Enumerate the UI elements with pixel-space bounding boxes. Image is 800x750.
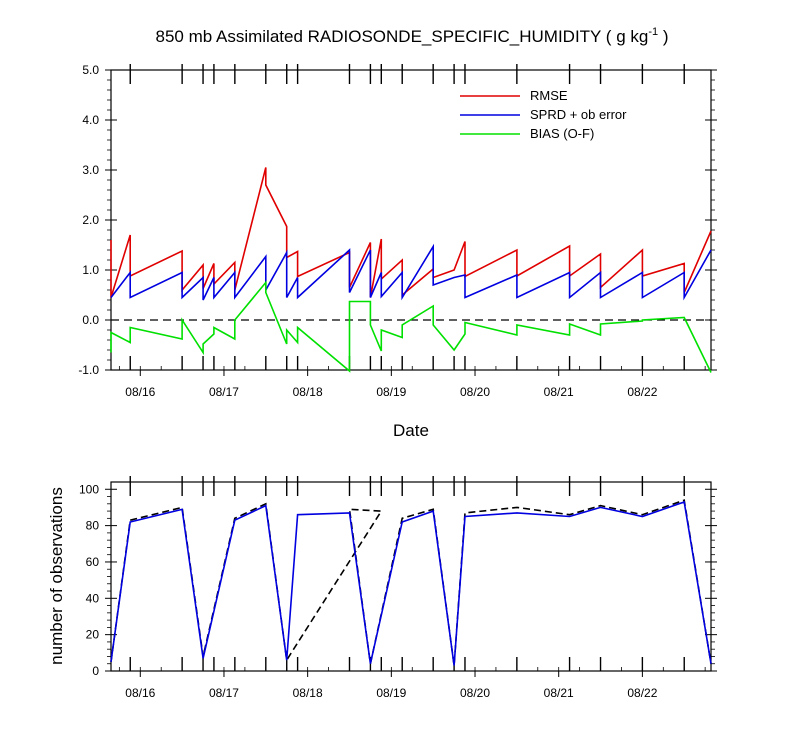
x-tick-label: 08/22: [627, 686, 657, 700]
x-tick-label: 08/21: [544, 686, 574, 700]
series-line-assimilated: [110, 500, 712, 666]
legend-entry: BIAS (O-F): [530, 126, 594, 141]
x-tick-label: 08/19: [376, 686, 406, 700]
y-tick-label: 1.0: [82, 263, 99, 277]
y-axis-label-observations: number of observations: [47, 487, 66, 665]
y-tick-label: 80: [86, 519, 100, 533]
y-tick-label: 20: [86, 628, 100, 642]
series-line-sprd-ob-error: [110, 243, 712, 301]
bottom-series: [110, 499, 712, 666]
x-tick-label: 08/16: [125, 686, 155, 700]
x-tick-label: 08/22: [627, 385, 657, 399]
y-tick-label: 0: [92, 664, 99, 678]
y-tick-label: 0.0: [82, 313, 99, 327]
x-tick-label: 08/18: [293, 686, 323, 700]
y-tick-label: -1.0: [78, 363, 99, 377]
legend-entry: SPRD + ob error: [530, 107, 627, 122]
x-tick-label: 08/20: [460, 686, 490, 700]
legend-entry: RMSE: [530, 88, 568, 103]
series-line-bias-o-f: [110, 280, 712, 373]
legend: RMSE SPRD + ob error BIAS (O-F): [460, 88, 627, 141]
x-axis-label: Date: [393, 421, 429, 440]
title-superscript: -1: [648, 26, 658, 38]
y-tick-label: 5.0: [82, 63, 99, 77]
x-tick-label: 08/17: [209, 385, 239, 399]
top-ticks: -1.0 0.0 1.0 2.0 3.0 4.0 5.0 08/16 08/17 08/18 08/…: [78, 63, 717, 399]
y-tick-label: 100: [79, 482, 99, 496]
top-plot: -1.0 0.0 1.0 2.0 3.0 4.0 5.0 08/16 08/17 08/18 08/…: [78, 63, 717, 399]
x-tick-label: 08/21: [544, 385, 574, 399]
y-tick-label: 4.0: [82, 113, 99, 127]
top-series: [110, 167, 712, 373]
x-tick-label: 08/19: [376, 385, 406, 399]
bottom-plot: 0 20 40 60 80 100 08/16 08/17 08/18 08/19 08/20 08/…: [79, 476, 717, 700]
y-tick-label: 60: [86, 555, 100, 569]
bottom-ticks: 0 20 40 60 80 100 08/16 08/17 08/18 08/19 08/20 08/…: [79, 476, 717, 700]
x-tick-label: 08/17: [209, 686, 239, 700]
y-tick-label: 3.0: [82, 163, 99, 177]
x-tick-label: 08/20: [460, 385, 490, 399]
x-tick-label: 08/18: [293, 385, 323, 399]
y-tick-label: 40: [86, 591, 100, 605]
y-tick-label: 2.0: [82, 213, 99, 227]
chart-title: 850 mb Assimilated RADIOSONDE_SPECIFIC_H…: [156, 26, 669, 46]
series-line-rmse: [110, 167, 712, 298]
x-tick-label: 08/16: [125, 385, 155, 399]
